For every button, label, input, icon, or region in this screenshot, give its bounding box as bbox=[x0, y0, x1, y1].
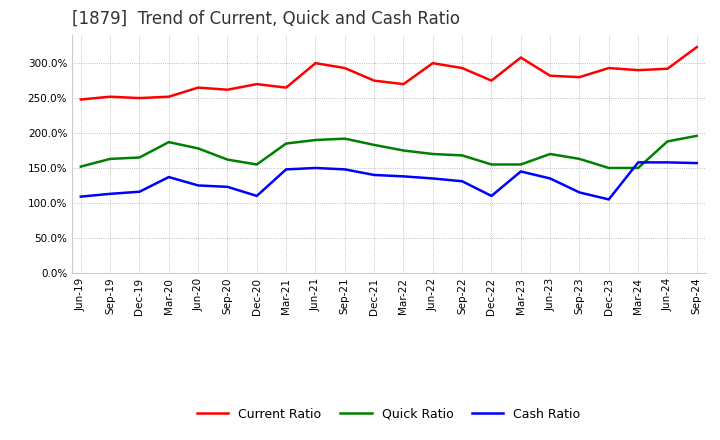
Quick Ratio bbox=[164, 139, 173, 145]
Cash Ratio bbox=[135, 189, 144, 194]
Cash Ratio bbox=[194, 183, 202, 188]
Current Ratio bbox=[76, 97, 85, 102]
Current Ratio bbox=[428, 61, 437, 66]
Quick Ratio bbox=[546, 151, 554, 157]
Quick Ratio bbox=[693, 133, 701, 139]
Cash Ratio bbox=[516, 169, 525, 174]
Legend: Current Ratio, Quick Ratio, Cash Ratio: Current Ratio, Quick Ratio, Cash Ratio bbox=[192, 403, 585, 425]
Quick Ratio bbox=[605, 165, 613, 171]
Cash Ratio bbox=[341, 167, 349, 172]
Current Ratio bbox=[106, 94, 114, 99]
Quick Ratio bbox=[428, 151, 437, 157]
Current Ratio bbox=[370, 78, 379, 83]
Line: Cash Ratio: Cash Ratio bbox=[81, 162, 697, 199]
Quick Ratio bbox=[253, 162, 261, 167]
Current Ratio bbox=[546, 73, 554, 78]
Cash Ratio bbox=[76, 194, 85, 199]
Cash Ratio bbox=[106, 191, 114, 197]
Quick Ratio bbox=[76, 164, 85, 169]
Current Ratio bbox=[194, 85, 202, 90]
Cash Ratio bbox=[458, 179, 467, 184]
Cash Ratio bbox=[487, 193, 496, 198]
Quick Ratio bbox=[341, 136, 349, 141]
Quick Ratio bbox=[575, 156, 584, 161]
Cash Ratio bbox=[370, 172, 379, 178]
Current Ratio bbox=[634, 67, 642, 73]
Quick Ratio bbox=[194, 146, 202, 151]
Quick Ratio bbox=[282, 141, 290, 146]
Quick Ratio bbox=[399, 148, 408, 153]
Quick Ratio bbox=[516, 162, 525, 167]
Cash Ratio bbox=[693, 161, 701, 166]
Cash Ratio bbox=[253, 193, 261, 198]
Text: [1879]  Trend of Current, Quick and Cash Ratio: [1879] Trend of Current, Quick and Cash … bbox=[72, 10, 460, 28]
Cash Ratio bbox=[282, 167, 290, 172]
Quick Ratio bbox=[370, 142, 379, 147]
Cash Ratio bbox=[311, 165, 320, 171]
Line: Current Ratio: Current Ratio bbox=[81, 47, 697, 99]
Quick Ratio bbox=[634, 165, 642, 171]
Quick Ratio bbox=[223, 157, 232, 162]
Cash Ratio bbox=[663, 160, 672, 165]
Current Ratio bbox=[253, 81, 261, 87]
Cash Ratio bbox=[428, 176, 437, 181]
Cash Ratio bbox=[399, 174, 408, 179]
Current Ratio bbox=[693, 44, 701, 50]
Quick Ratio bbox=[663, 139, 672, 144]
Current Ratio bbox=[487, 78, 496, 83]
Quick Ratio bbox=[487, 162, 496, 167]
Quick Ratio bbox=[458, 153, 467, 158]
Current Ratio bbox=[135, 95, 144, 101]
Current Ratio bbox=[575, 74, 584, 80]
Current Ratio bbox=[663, 66, 672, 71]
Current Ratio bbox=[605, 66, 613, 71]
Current Ratio bbox=[223, 87, 232, 92]
Line: Quick Ratio: Quick Ratio bbox=[81, 136, 697, 168]
Cash Ratio bbox=[634, 160, 642, 165]
Cash Ratio bbox=[575, 190, 584, 195]
Cash Ratio bbox=[605, 197, 613, 202]
Current Ratio bbox=[516, 55, 525, 60]
Current Ratio bbox=[282, 85, 290, 90]
Quick Ratio bbox=[106, 156, 114, 161]
Current Ratio bbox=[341, 66, 349, 71]
Current Ratio bbox=[164, 94, 173, 99]
Cash Ratio bbox=[223, 184, 232, 190]
Current Ratio bbox=[311, 61, 320, 66]
Quick Ratio bbox=[311, 137, 320, 143]
Quick Ratio bbox=[135, 155, 144, 160]
Cash Ratio bbox=[546, 176, 554, 181]
Cash Ratio bbox=[164, 174, 173, 180]
Current Ratio bbox=[399, 81, 408, 87]
Current Ratio bbox=[458, 66, 467, 71]
